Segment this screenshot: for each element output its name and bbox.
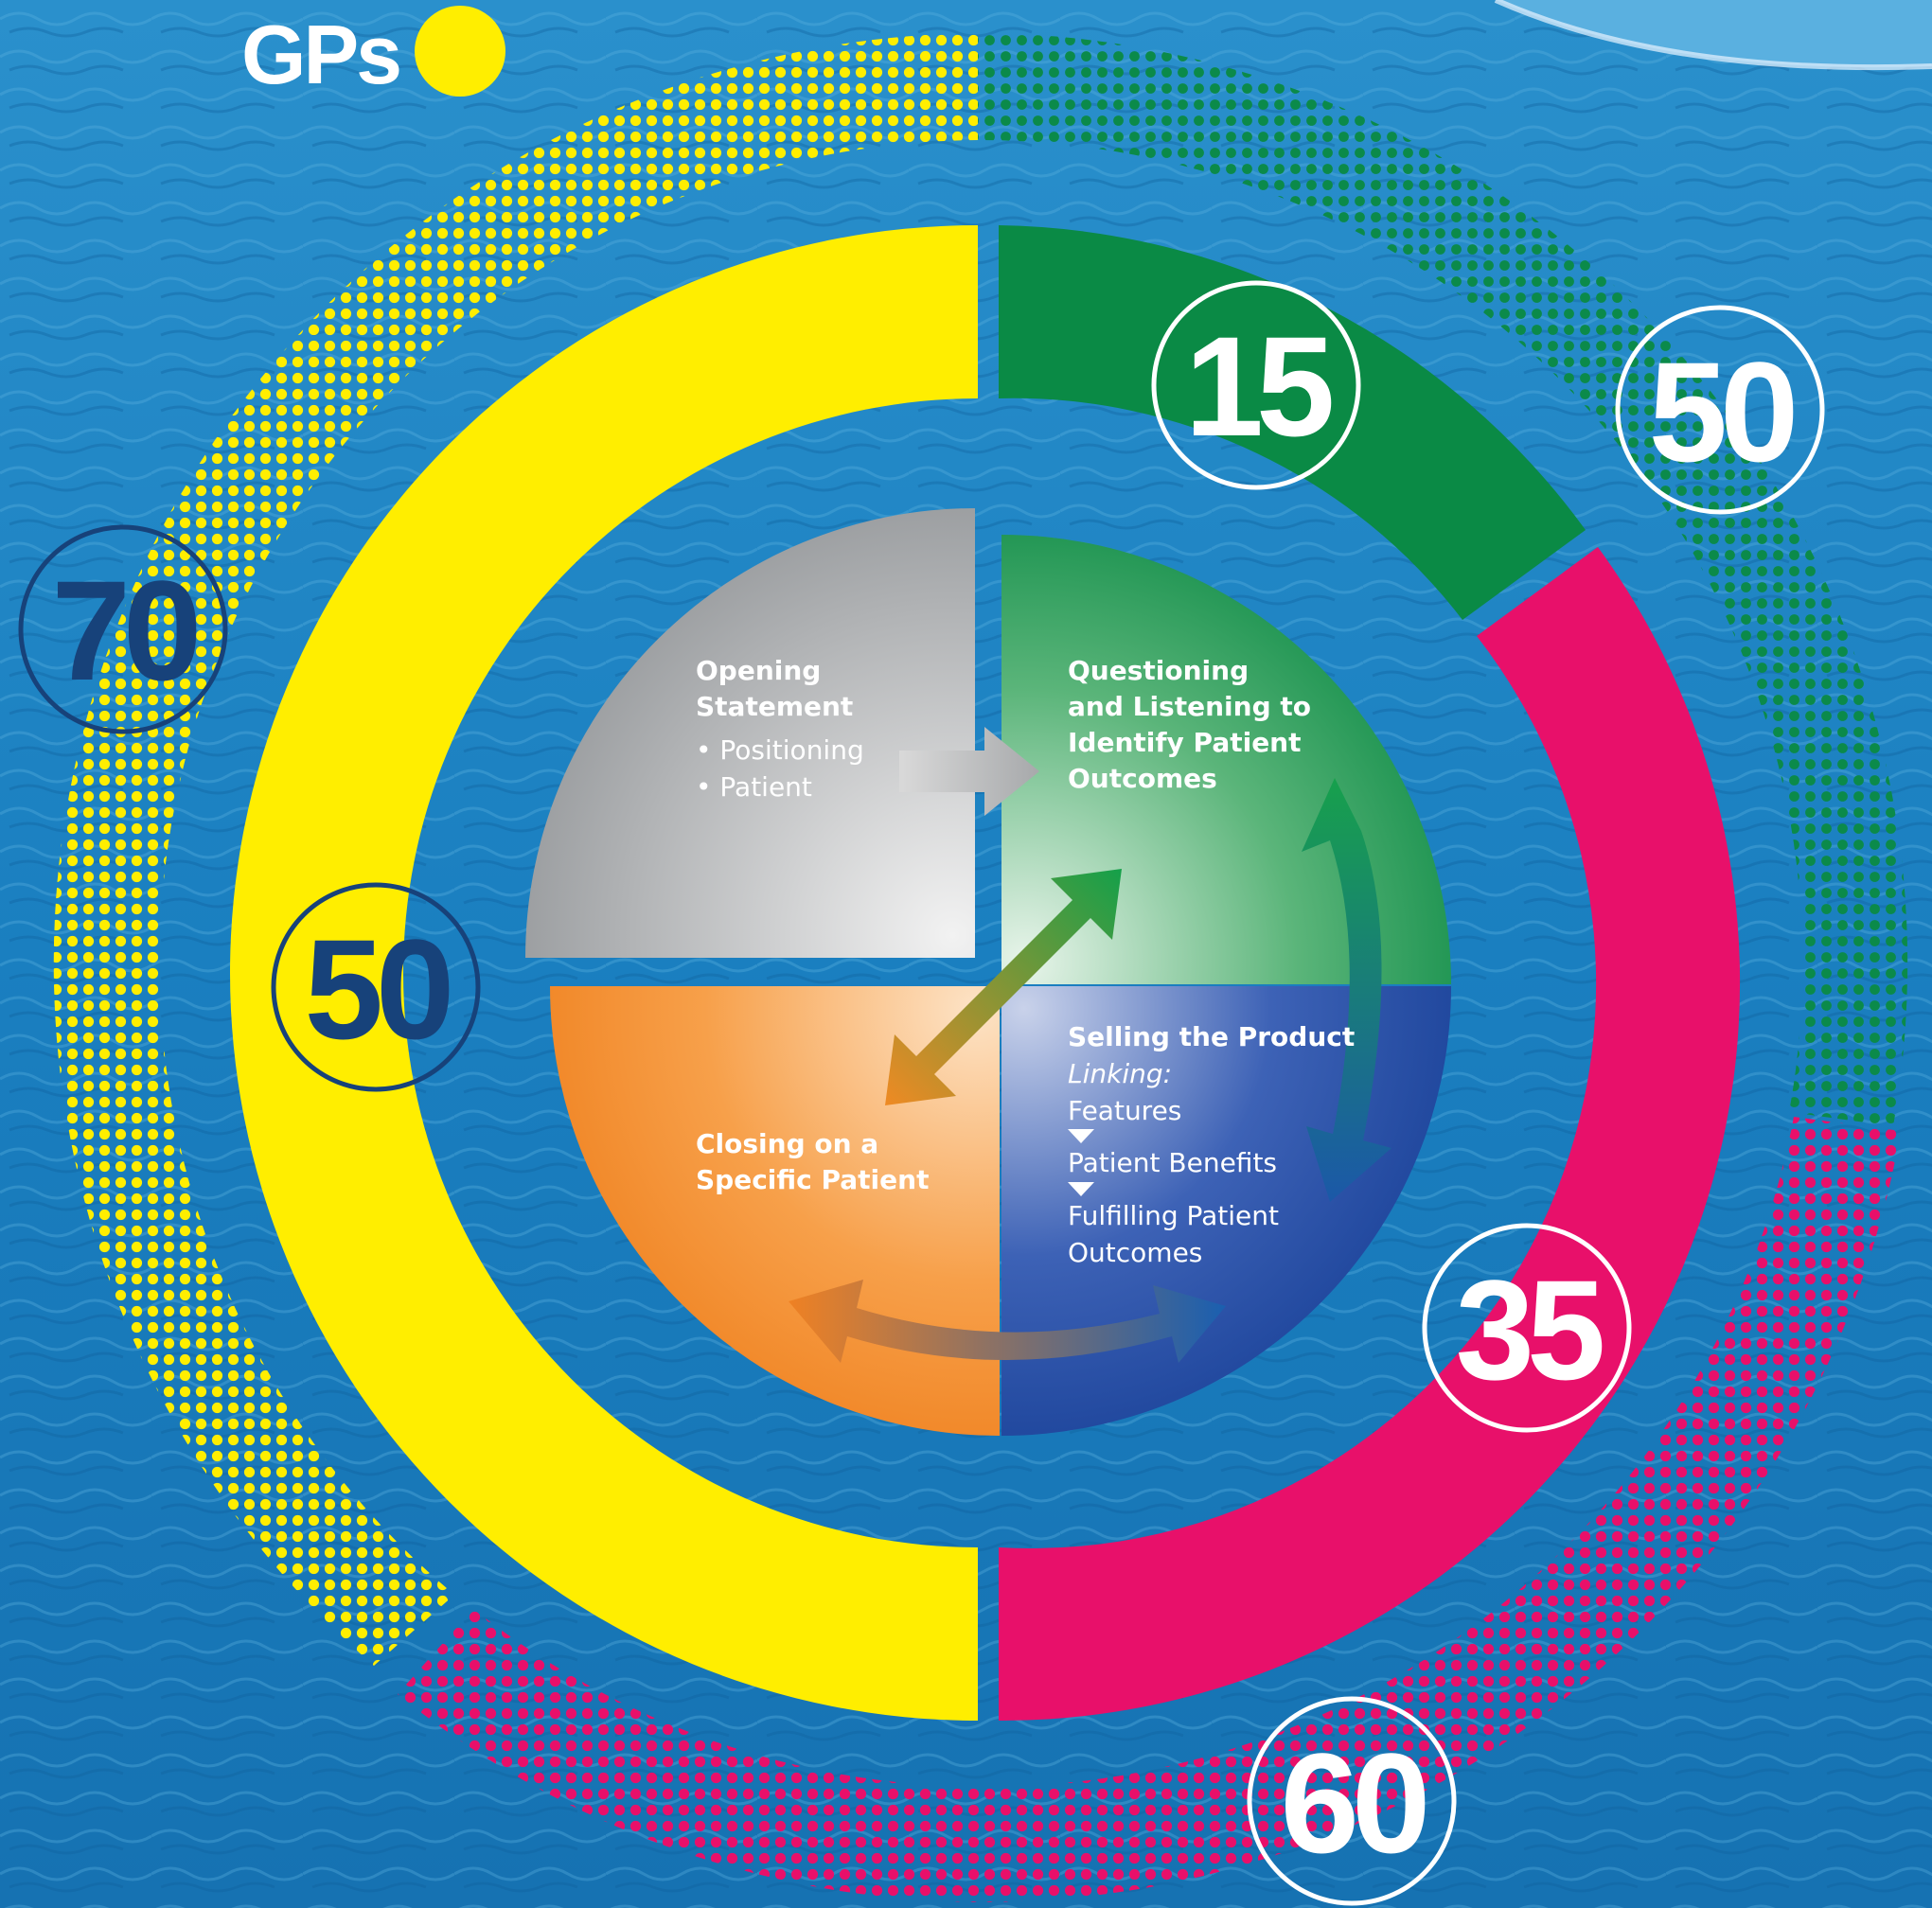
outer-ring-segment-magenta [398, 1117, 1901, 1902]
value-badge-inner-top-right: 15 [1151, 280, 1361, 490]
selling-title: Selling the Product [1068, 1021, 1355, 1052]
down-triangle-icon [1068, 1182, 1094, 1196]
value-outer-left: 70 [52, 551, 197, 710]
closing-line2: Specific Patient [696, 1164, 929, 1195]
arrow-double-diagonal [885, 869, 1122, 1105]
questioning-line3: Identify Patient [1068, 727, 1302, 758]
questioning-line4: Outcomes [1068, 763, 1217, 794]
value-badge-inner-left: 50 [271, 882, 481, 1092]
outer-ring [53, 33, 1908, 1902]
arrow-double-bottom-curve [789, 1280, 1226, 1363]
cycle-arrows [789, 727, 1391, 1363]
opening-statement-text: Opening Statement • Positioning • Patien… [696, 655, 864, 803]
selling-item-patient-benefits: Patient Benefits [1068, 1147, 1277, 1178]
questioning-text: Questioning and Listening to Identify Pa… [1068, 655, 1311, 794]
closing-line1: Closing on a [696, 1128, 878, 1159]
value-badge-outer-right: 50 [1615, 305, 1825, 515]
quadrant-opening-statement [525, 508, 975, 958]
selling-product-text: Selling the Product Linking: Features Pa… [1068, 1021, 1355, 1268]
legend: GPs [241, 6, 505, 101]
value-outer-right: 50 [1649, 332, 1794, 491]
value-inner-top-right: 15 [1185, 307, 1332, 466]
questioning-line2: and Listening to [1068, 691, 1311, 722]
opening-title-line2: Statement [696, 691, 853, 722]
selling-item-outcomes: Outcomes [1068, 1237, 1202, 1268]
quadrant-selling-product [1001, 986, 1451, 1436]
inner-ring-segment-yellow [230, 225, 978, 1721]
legend-swatch-yellow [415, 6, 505, 97]
questioning-line1: Questioning [1068, 655, 1249, 686]
outer-ring-segment-yellow [53, 33, 978, 1666]
legend-label: GPs [241, 8, 399, 101]
opening-bullet-positioning: • Positioning [696, 734, 864, 766]
arrow-double-right-curve [1302, 778, 1391, 1202]
selling-linking: Linking: [1068, 1058, 1172, 1089]
selling-item-features: Features [1068, 1095, 1181, 1126]
value-inner-bottom-right: 35 [1456, 1250, 1603, 1409]
value-badge-outer-left: 70 [18, 524, 228, 734]
value-inner-left: 50 [305, 910, 450, 1069]
down-triangle-icon [1068, 1129, 1094, 1143]
inner-ring-segment-green [999, 225, 1586, 620]
value-badge-outer-bottom: 60 [1247, 1696, 1457, 1906]
closing-text: Closing on a Specific Patient [696, 1128, 929, 1195]
outer-ring-segment-green [978, 33, 1908, 1126]
opening-title-line1: Opening [696, 655, 821, 686]
opening-bullet-patient: • Patient [696, 771, 812, 803]
value-outer-bottom: 60 [1281, 1723, 1426, 1882]
arrow-opening-to-questioning [899, 727, 1039, 816]
selling-item-fulfilling: Fulfilling Patient [1068, 1200, 1279, 1231]
top-right-blue-shape [1496, 0, 1932, 68]
value-badge-inner-bottom-right: 35 [1422, 1223, 1632, 1433]
